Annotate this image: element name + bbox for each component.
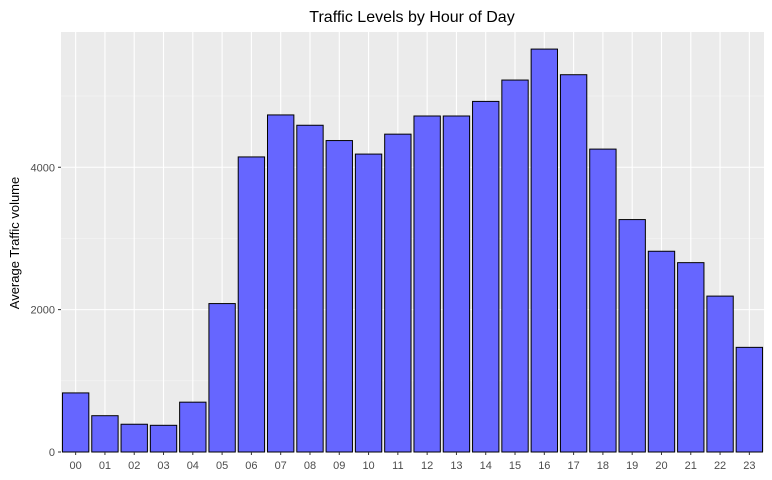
- x-tick-label: 17: [567, 460, 579, 472]
- x-tick-label: 15: [509, 460, 521, 472]
- x-tick-label: 07: [275, 460, 287, 472]
- x-tick-label: 00: [70, 460, 82, 472]
- plot-panel: [61, 32, 764, 452]
- bar-21: [677, 262, 705, 453]
- x-tick-label: 18: [597, 460, 609, 472]
- bar-10: [354, 153, 383, 453]
- bar-17: [559, 74, 588, 453]
- bar-07: [267, 114, 295, 453]
- bars: [61, 48, 764, 453]
- bar-11: [384, 133, 412, 453]
- x-tick-label: 04: [187, 460, 199, 472]
- bar-14: [472, 100, 500, 453]
- x-tick-label: 06: [245, 460, 257, 472]
- y-tick-label: 2000: [31, 305, 55, 317]
- y-axis-title: Average Traffic volume: [7, 177, 22, 309]
- x-tick-label: 02: [128, 460, 140, 472]
- x-tick-label: 03: [157, 460, 169, 472]
- bar-16: [530, 48, 558, 453]
- bar-23: [735, 346, 764, 453]
- bar-20: [647, 250, 676, 453]
- bar-06: [237, 156, 266, 453]
- bar-13: [442, 115, 471, 453]
- bar-02: [120, 423, 148, 453]
- y-tick-label: 4000: [31, 162, 55, 174]
- bar-12: [413, 115, 441, 453]
- bar-09: [325, 140, 353, 453]
- x-tick-label: 21: [685, 460, 697, 472]
- x-tick-label: 22: [714, 460, 726, 472]
- x-tick-label: 10: [362, 460, 374, 472]
- bar-15: [501, 79, 529, 453]
- x-tick-label: 12: [421, 460, 433, 472]
- x-tick-label: 20: [655, 460, 667, 472]
- bar-05: [208, 303, 236, 453]
- x-axis-ticks: 00 01 02 03 04 05 06 07 08 09 10 11 12 13 14 15 16 17 18 19…: [70, 452, 755, 472]
- chart-title: Traffic Levels by Hour of Day: [309, 9, 514, 26]
- y-tick-label: 0: [49, 447, 55, 459]
- bar-01: [91, 415, 119, 453]
- x-tick-label: 08: [304, 460, 316, 472]
- bar-03: [149, 424, 178, 453]
- bar-04: [179, 401, 207, 453]
- x-tick-label: 01: [99, 460, 111, 472]
- x-tick-label: 09: [333, 460, 345, 472]
- bar-22: [706, 295, 734, 453]
- x-tick-label: 23: [743, 460, 755, 472]
- bar-18: [589, 148, 617, 453]
- bar-19: [618, 219, 646, 453]
- x-tick-label: 11: [392, 460, 403, 472]
- x-tick-label: 16: [538, 460, 550, 472]
- minor-gridlines: [61, 95, 764, 382]
- y-axis-ticks: 0 2000 4000: [31, 162, 61, 459]
- x-tick-label: 14: [480, 460, 492, 472]
- x-tick-label: 05: [216, 460, 228, 472]
- x-tick-label: 19: [626, 460, 638, 472]
- bar-00: [61, 392, 90, 453]
- bar-08: [296, 124, 324, 453]
- x-tick-label: 13: [450, 460, 462, 472]
